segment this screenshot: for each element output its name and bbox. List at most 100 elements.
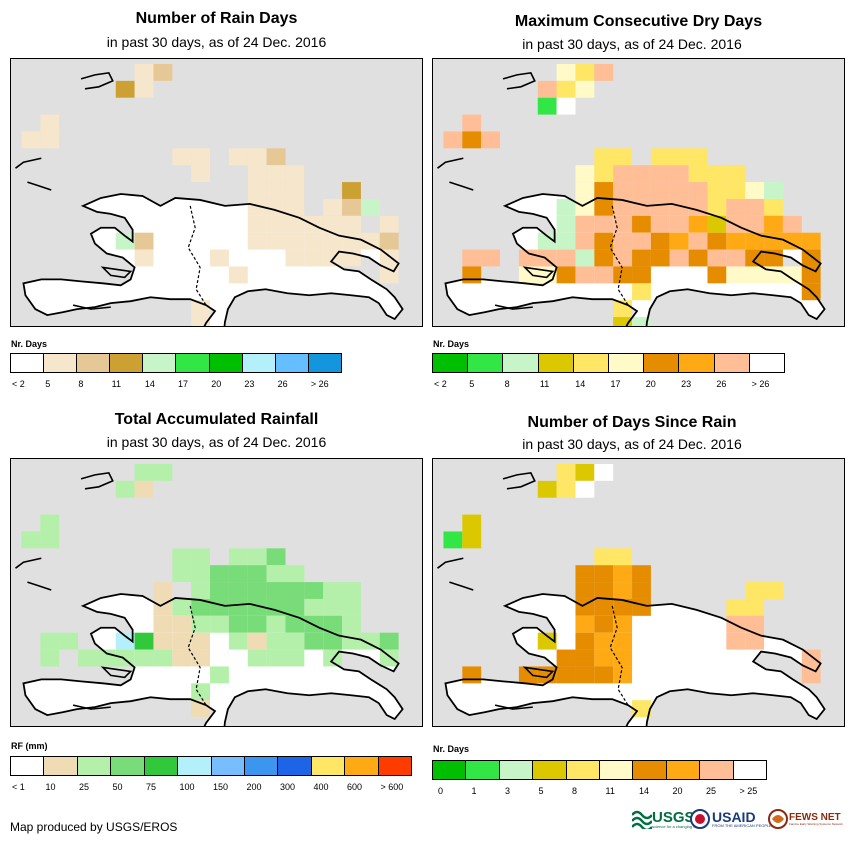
- grid-cell: [669, 198, 689, 216]
- panel-1-map: [10, 58, 423, 327]
- grid-cell: [594, 165, 614, 183]
- grid-cell: [764, 232, 783, 250]
- grid-cell: [613, 317, 633, 326]
- grid-cell: [247, 615, 267, 633]
- grid-cell: [304, 598, 324, 616]
- grid-cell: [360, 632, 380, 650]
- grid-cell: [669, 249, 689, 267]
- legend-swatch: [345, 757, 379, 775]
- island-coastline: [22, 593, 404, 726]
- coastline-fragment: [522, 266, 555, 279]
- panel-2-subtitle: in past 30 days, as of 24 Dec. 2016: [522, 36, 742, 52]
- panel-1-subtitle: in past 30 days, as of 24 Dec. 2016: [106, 34, 327, 50]
- grid-cell: [745, 215, 765, 233]
- grid-cell: [594, 148, 614, 166]
- grid-cell: [191, 148, 211, 166]
- legend-swatch: [573, 354, 610, 372]
- fewsnet-globe-icon: [768, 809, 788, 829]
- legend-label: 600: [347, 782, 363, 792]
- grid-cell: [228, 582, 248, 599]
- grid-cell: [115, 649, 135, 667]
- grid-cell: [688, 249, 708, 267]
- coastline-fragment: [100, 666, 133, 679]
- country-border: [187, 605, 207, 706]
- grid-cell: [228, 598, 248, 616]
- panel-1-legend-bar: [10, 353, 342, 373]
- grid-cell: [285, 198, 305, 216]
- grid-cell: [21, 531, 41, 549]
- panel-2-legend-labels: < 2 5 8 11 14 17 20 23 26 > 26: [434, 379, 787, 389]
- grid-cell: [228, 615, 248, 633]
- legend-label: 26: [716, 379, 727, 389]
- grid-cell: [650, 198, 670, 216]
- panel-4-subtitle: in past 30 days, as of 24 Dec. 2016: [522, 436, 742, 452]
- island-coastline: [22, 193, 404, 326]
- panel-4-legend-title: Nr. Days: [433, 744, 470, 754]
- legend-swatch: [211, 757, 245, 775]
- grid-cell: [707, 249, 727, 267]
- legend-label: 17: [178, 379, 189, 389]
- grid-cell: [191, 582, 211, 599]
- grid-cell: [613, 232, 633, 250]
- grid-cell: [594, 649, 614, 667]
- grid-cell: [462, 114, 482, 132]
- legend-swatch: [468, 354, 504, 372]
- grid-cell: [323, 198, 343, 216]
- grid-cell: [650, 249, 670, 267]
- grid-cell: [153, 582, 173, 599]
- legend-label: 300: [280, 782, 296, 792]
- grid-cell: [575, 649, 595, 667]
- grid-cell: [594, 182, 614, 199]
- legend-label: 400: [313, 782, 329, 792]
- grid-cell: [379, 232, 399, 250]
- grid-cell: [707, 266, 727, 284]
- grid-cell: [247, 148, 267, 166]
- legend-label: 11: [539, 379, 550, 389]
- grid-cell: [556, 63, 576, 81]
- fewsnet-text: FEWS NET: [789, 811, 841, 823]
- coastline-fragment: [80, 72, 114, 90]
- grid-cell: [726, 598, 746, 616]
- legend-swatch: [679, 354, 715, 372]
- legend-swatch: [44, 757, 78, 775]
- grid-cell: [688, 215, 708, 233]
- grid-cell: [191, 317, 211, 326]
- usaid-tagline: FROM THE AMERICAN PEOPLE: [712, 823, 772, 828]
- grid-cell: [575, 463, 595, 481]
- panel-3-title: Total Accumulated Rainfall: [114, 411, 319, 428]
- grid-cell: [594, 63, 614, 81]
- grid-cell: [556, 232, 576, 250]
- legend-swatch: [144, 757, 179, 775]
- grid-cell: [247, 598, 267, 616]
- grid-cell: [726, 165, 746, 183]
- grid-cell: [153, 632, 173, 650]
- grid-cell: [707, 182, 727, 199]
- panel-2-legend-bar: [432, 353, 785, 373]
- grid-cell: [613, 649, 633, 667]
- grid-cell: [134, 463, 154, 481]
- grid-cell: [379, 249, 399, 267]
- grid-cell: [707, 232, 727, 250]
- legend-label: > 26: [310, 379, 329, 389]
- grid-cell: [191, 683, 211, 701]
- grid-cell: [707, 198, 727, 216]
- country-border: [609, 605, 629, 706]
- legend-swatch: [77, 354, 111, 372]
- grid-cell: [342, 182, 361, 199]
- legend-label: < 2: [12, 379, 25, 389]
- legend-label: 0: [438, 786, 444, 796]
- grid-cell: [594, 615, 614, 633]
- legend-label: 14: [144, 379, 155, 389]
- grid-cell: [191, 615, 211, 633]
- grid-cell: [228, 148, 248, 166]
- grid-cell: [304, 632, 324, 650]
- legend-label: 23: [244, 379, 255, 389]
- panel-3-legend-title: RF (mm): [11, 741, 48, 751]
- grid-cell: [462, 666, 482, 684]
- grid-cell: [266, 182, 286, 199]
- grid-cell: [556, 666, 576, 684]
- grid-cell: [247, 632, 267, 650]
- grid-cell: [210, 615, 229, 633]
- grid-cell: [462, 531, 482, 549]
- grid-cell: [556, 80, 576, 98]
